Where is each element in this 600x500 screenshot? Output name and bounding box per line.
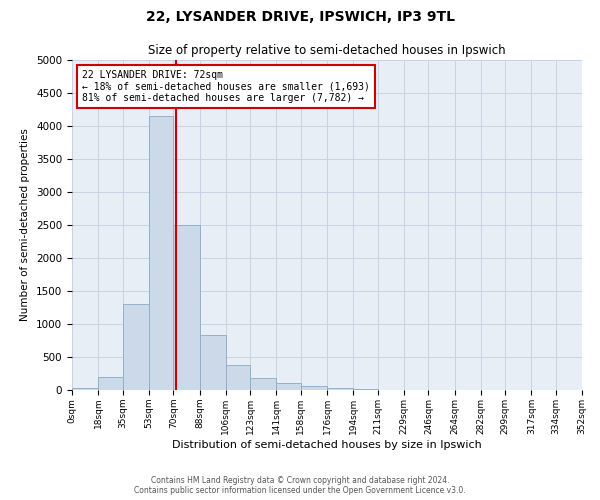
Bar — [250, 378, 276, 390]
Text: Contains HM Land Registry data © Crown copyright and database right 2024.
Contai: Contains HM Land Registry data © Crown c… — [134, 476, 466, 495]
Bar — [72, 388, 98, 390]
Y-axis label: Number of semi-detached properties: Number of semi-detached properties — [20, 128, 31, 322]
Bar — [199, 334, 226, 390]
Bar — [327, 388, 353, 390]
X-axis label: Distribution of semi-detached houses by size in Ipswich: Distribution of semi-detached houses by … — [172, 440, 482, 450]
Bar — [276, 383, 301, 390]
Bar — [123, 304, 149, 390]
Text: 22 LYSANDER DRIVE: 72sqm
← 18% of semi-detached houses are smaller (1,693)
81% o: 22 LYSANDER DRIVE: 72sqm ← 18% of semi-d… — [82, 70, 370, 103]
Bar — [173, 225, 200, 390]
Text: 22, LYSANDER DRIVE, IPSWICH, IP3 9TL: 22, LYSANDER DRIVE, IPSWICH, IP3 9TL — [146, 10, 455, 24]
Bar — [301, 386, 327, 390]
Bar — [149, 116, 173, 390]
Bar — [98, 377, 123, 390]
Bar — [226, 365, 250, 390]
Title: Size of property relative to semi-detached houses in Ipswich: Size of property relative to semi-detach… — [148, 44, 506, 58]
